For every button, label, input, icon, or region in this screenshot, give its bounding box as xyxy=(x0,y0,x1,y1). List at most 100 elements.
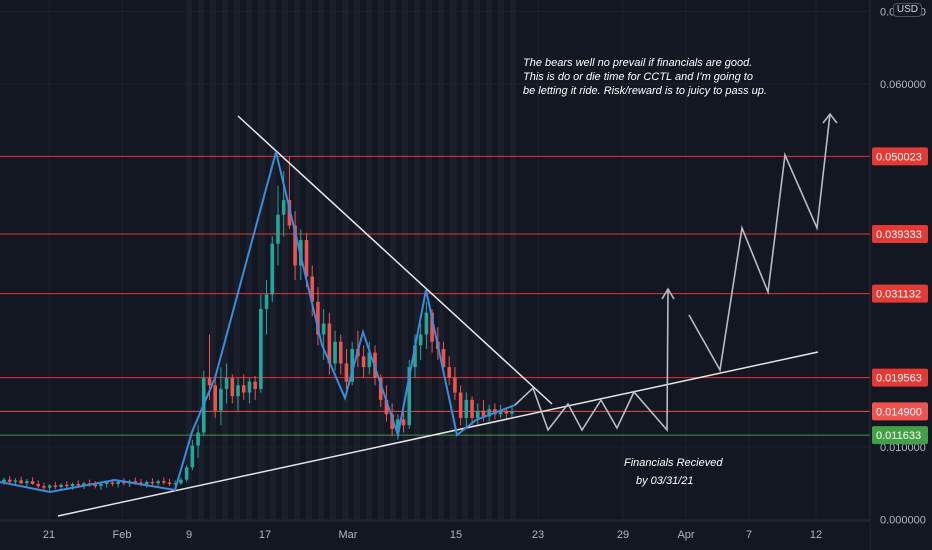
price-level-labels: 0.050023 0.039333 0.031132 0.019563 0.014900… xyxy=(872,147,928,445)
candle-body xyxy=(287,200,292,226)
price-level-label: 0.019563 xyxy=(876,373,922,385)
annotation-line-3: be letting it ride. Risk/reward is to ju… xyxy=(523,85,767,97)
candle-body xyxy=(367,352,372,368)
candle-body xyxy=(464,399,469,418)
candle-body xyxy=(276,214,280,244)
candle-body xyxy=(344,363,349,382)
candle-body xyxy=(230,378,235,397)
candle-body xyxy=(378,378,383,400)
session-stripe xyxy=(474,0,480,521)
candle-body xyxy=(453,378,457,393)
candle-body xyxy=(441,348,446,368)
candle-body xyxy=(281,200,286,215)
session-stripe xyxy=(306,0,312,521)
session-stripe xyxy=(366,0,372,521)
price-tick-label: 0.010000 xyxy=(880,442,926,454)
candle-body xyxy=(207,378,212,386)
price-level-label: 0.011633 xyxy=(876,430,921,442)
time-tick-label: 9 xyxy=(186,529,192,541)
candle-body xyxy=(390,414,394,429)
session-stripe xyxy=(198,0,204,521)
candle-body xyxy=(150,481,155,484)
currency-badge[interactable]: USD xyxy=(892,3,922,17)
candle-body xyxy=(259,309,263,389)
candle-body xyxy=(167,482,172,485)
candle-body xyxy=(333,341,337,364)
candle-body xyxy=(487,409,491,417)
candle-body xyxy=(110,482,115,485)
candle-body xyxy=(401,419,406,426)
annotation-line-2: This is do or die time for CCTL and I'm … xyxy=(523,71,753,83)
time-tick-label: 21 xyxy=(43,529,55,541)
candle-body xyxy=(173,483,178,485)
candle-body xyxy=(264,294,269,310)
projection-path xyxy=(514,288,669,433)
time-axis-background xyxy=(0,521,870,550)
candle-body xyxy=(361,356,366,368)
candle-body xyxy=(236,385,240,397)
time-tick-label: 15 xyxy=(450,529,462,541)
time-tick-label: 12 xyxy=(810,529,822,541)
candle-body xyxy=(219,388,223,411)
candle-body xyxy=(396,419,400,429)
candle-body xyxy=(241,385,246,393)
time-tick-label: 29 xyxy=(617,529,629,541)
candle-body xyxy=(350,348,354,382)
candle-body xyxy=(42,486,46,488)
candle-body xyxy=(116,481,120,485)
projection-path-2 xyxy=(688,113,831,373)
session-stripe xyxy=(318,0,324,521)
candle-body xyxy=(70,484,75,487)
price-level-badge xyxy=(872,284,928,303)
candle-body xyxy=(424,312,429,335)
candle-body xyxy=(53,485,58,487)
session-stripe xyxy=(498,0,504,521)
session-stripe xyxy=(426,0,432,521)
arrow-head-1 xyxy=(661,287,675,300)
price-axis-background xyxy=(870,0,932,550)
price-level-label: 0.014900 xyxy=(876,406,922,418)
session-stripe xyxy=(330,0,336,521)
candle-body xyxy=(82,483,86,486)
annotation-financials-date: by 03/31/21 xyxy=(636,475,694,487)
session-stripe xyxy=(402,0,408,521)
grid-lines xyxy=(0,0,870,521)
candle-body xyxy=(253,381,257,389)
candle-body xyxy=(162,481,166,483)
candle-body xyxy=(510,411,514,414)
candle-body xyxy=(327,323,332,364)
session-stripe xyxy=(486,0,492,521)
candle-body xyxy=(64,484,69,487)
candle-body xyxy=(93,484,98,487)
session-stripe xyxy=(378,0,384,521)
candle-body xyxy=(447,367,452,379)
candle-body xyxy=(36,484,41,487)
time-axis[interactable] xyxy=(0,520,870,550)
session-stripe xyxy=(390,0,396,521)
candle-body xyxy=(47,485,52,488)
price-level-badge xyxy=(872,147,928,166)
session-stripe xyxy=(510,0,516,521)
horizontal-levels xyxy=(0,155,870,436)
candle-body xyxy=(430,312,434,342)
session-stripe xyxy=(210,0,216,521)
candle-body xyxy=(310,276,315,302)
candle-body xyxy=(133,481,138,483)
session-stripe xyxy=(462,0,468,521)
candle-body xyxy=(293,225,297,266)
time-tick-label: 17 xyxy=(259,529,271,541)
annotation-financials-received: Financials Recieved xyxy=(624,457,723,469)
arrow-head-2 xyxy=(822,112,838,124)
session-stripe xyxy=(450,0,456,521)
price-level-label: 0.050023 xyxy=(876,151,922,163)
session-stripe xyxy=(438,0,444,521)
price-level-badge xyxy=(872,402,928,421)
candle-body xyxy=(470,399,474,418)
price-level-badge xyxy=(872,426,928,445)
candle-body xyxy=(504,410,509,414)
price-axis[interactable] xyxy=(869,0,932,550)
candle-body xyxy=(247,381,252,393)
candle-body xyxy=(59,484,63,487)
annotations: The bears well no prevail if financials … xyxy=(523,57,767,487)
